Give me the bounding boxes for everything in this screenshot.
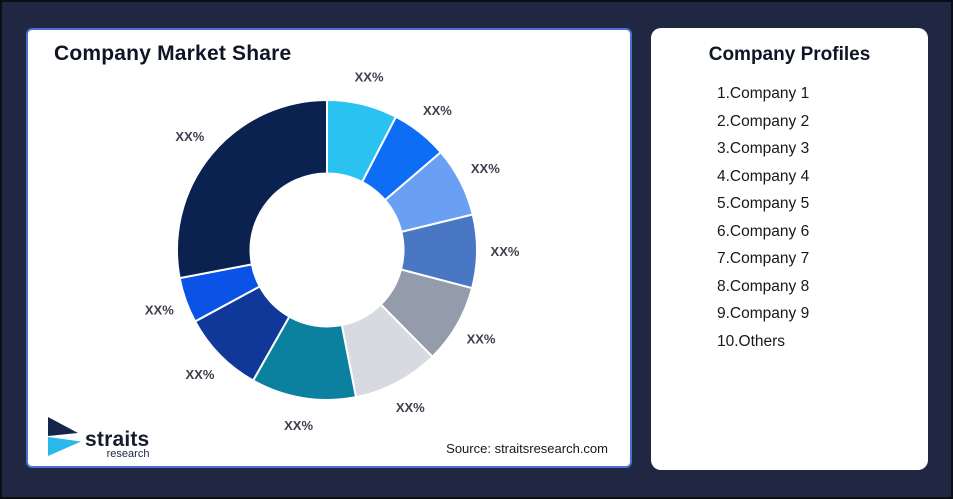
segment-label: XX% xyxy=(423,103,452,118)
company-list-item: 8.Company 8 xyxy=(717,277,810,295)
logo-brand: straits xyxy=(85,428,150,451)
segment-label: XX% xyxy=(175,129,204,144)
segment-label: XX% xyxy=(396,400,425,415)
company-list: 1.Company 1 2.Company 2 3.Company 3 4.Compa… xyxy=(651,80,928,355)
donut-segment-others xyxy=(176,98,328,280)
logo-text: straits research xyxy=(85,428,150,460)
segment-label: XX% xyxy=(467,332,496,347)
straits-research-logo: straits research xyxy=(45,417,149,460)
segment-label: XX% xyxy=(145,302,174,317)
donut-chart: XX% XX% XX% XX% XX% XX% XX% XX% XX% XX% xyxy=(145,70,520,434)
source-note: Source: straitsresearch.com xyxy=(446,441,608,456)
company-list-item: 7.Company 7 xyxy=(717,250,810,267)
company-list-item: 10.Others xyxy=(717,332,786,350)
segment-label: XX% xyxy=(355,70,384,85)
market-share-panel: Company Market Share XX% XX% XX% XX% XX% XX% X… xyxy=(26,28,632,468)
segment-label: XX% xyxy=(284,418,313,433)
company-list-item: 5.Company 5 xyxy=(717,195,810,212)
chart-title: Company Market Share xyxy=(54,42,292,65)
company-list-item: 2.Company 2 xyxy=(717,112,810,130)
company-list-item: 6.Company 6 xyxy=(717,222,810,240)
company-list-item: 1.Company 1 xyxy=(717,85,810,102)
logo-subbrand: research xyxy=(106,448,150,460)
segment-label: XX% xyxy=(186,367,215,382)
segment-label: XX% xyxy=(491,244,520,259)
logo-arrow-dark xyxy=(48,417,78,436)
straits-logo-icon xyxy=(48,417,81,456)
company-list-item: 9.Company 9 xyxy=(717,305,810,322)
logo-arrow-cyan xyxy=(48,437,81,456)
company-list-item: 4.Company 4 xyxy=(717,167,810,185)
company-profiles-panel: Company Profiles 1.Company 1 2.Company 2 3… xyxy=(651,28,928,470)
segment-label: XX% xyxy=(471,161,500,176)
profiles-title: Company Profiles xyxy=(708,44,871,65)
company-list-item: 3.Company 3 xyxy=(717,140,810,157)
